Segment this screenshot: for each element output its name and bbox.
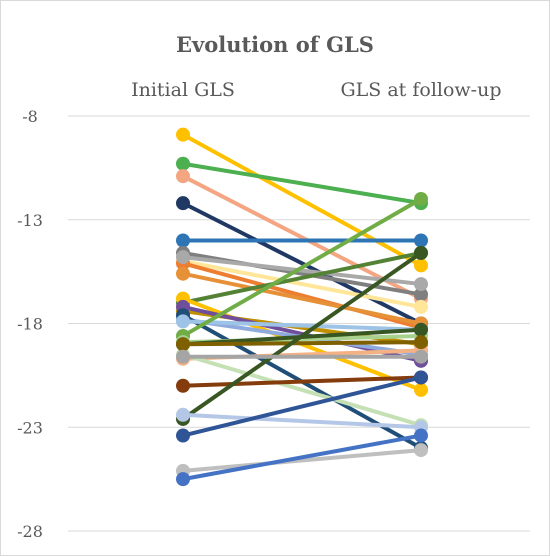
chart-title: Evolution of GLS [176, 32, 374, 57]
follow-up-point [414, 443, 428, 458]
initial-point [176, 196, 190, 211]
series-23 [176, 335, 428, 352]
series-line [181, 132, 423, 268]
series-line [181, 161, 423, 206]
y-tick-label: -13 [17, 211, 43, 230]
series-line [181, 433, 423, 482]
initial-point [176, 250, 190, 265]
series-line [181, 412, 423, 430]
initial-point [176, 233, 190, 248]
y-tick-label: -18 [17, 315, 43, 334]
gridlines [68, 115, 530, 532]
y-tick-label: -23 [17, 418, 43, 437]
series-30 [176, 349, 428, 364]
follow-up-point [414, 287, 428, 302]
initial-point [176, 407, 190, 422]
y-tick-label: -8 [22, 107, 38, 126]
series-line [181, 375, 423, 388]
initial-point [176, 156, 190, 171]
series-27 [176, 370, 428, 443]
follow-up-point [414, 258, 428, 273]
series-line [181, 375, 423, 438]
series-line [181, 340, 423, 347]
follow-up-point [414, 370, 428, 385]
series-line [181, 448, 423, 473]
follow-up-point [414, 277, 428, 292]
category-label-follow-up: GLS at follow-up [341, 79, 502, 101]
series-line [181, 352, 423, 428]
follow-up-point [414, 299, 428, 314]
follow-up-point [414, 233, 428, 248]
series-line [181, 259, 423, 309]
initial-point [176, 169, 190, 184]
initial-point [176, 314, 190, 329]
y-tick-label: -28 [17, 522, 43, 541]
y-axis-tick-labels: -8 -13 -18 -23 -28 [17, 107, 43, 541]
series-lines [176, 127, 428, 487]
series-line [181, 197, 423, 338]
series-5 [176, 233, 428, 248]
initial-point [176, 337, 190, 352]
series-29 [176, 428, 428, 487]
follow-up-point [414, 349, 428, 364]
initial-point [176, 266, 190, 281]
follow-up-point [414, 322, 428, 337]
series-line [181, 201, 423, 326]
initial-point [176, 378, 190, 393]
category-label-initial: Initial GLS [131, 79, 235, 101]
series-line [181, 250, 423, 421]
series-line [181, 319, 423, 332]
series-1 [176, 127, 428, 273]
follow-up-point [414, 192, 428, 206]
follow-up-point [414, 428, 428, 443]
series-line [181, 271, 423, 326]
initial-point [176, 472, 190, 487]
series-line [181, 250, 423, 305]
follow-up-point [414, 245, 428, 260]
initial-point [176, 428, 190, 443]
initial-point [176, 127, 190, 142]
initial-point [176, 349, 190, 364]
follow-up-point [414, 335, 428, 350]
follow-up-point [414, 382, 428, 397]
